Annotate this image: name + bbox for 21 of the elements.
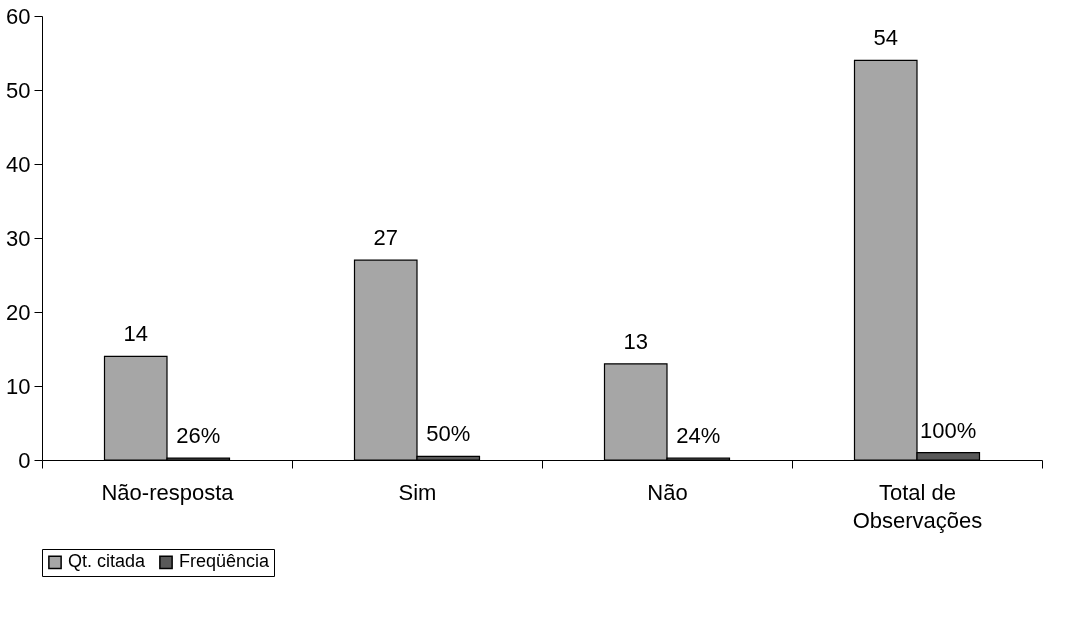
legend-label: Freqüência xyxy=(179,551,271,572)
data-label: 14 xyxy=(123,321,148,347)
data-label: 27 xyxy=(373,225,398,251)
x-tick-label: Não-resposta xyxy=(101,479,235,505)
y-tick-label: 40 xyxy=(6,151,31,177)
y-tick-label: 60 xyxy=(6,3,31,29)
y-tick-label: 50 xyxy=(6,77,31,103)
data-label: 100% xyxy=(920,417,977,443)
x-tick-label: Não xyxy=(647,479,688,505)
x-tick-label: Sim xyxy=(398,479,437,505)
data-label: 26% xyxy=(176,423,221,449)
x-tick-label: Total de Observações xyxy=(852,479,983,533)
data-label: 50% xyxy=(426,421,471,447)
y-tick-label: 20 xyxy=(6,299,31,325)
legend-label: Qt. citada xyxy=(68,551,147,572)
y-tick-label: 10 xyxy=(6,373,31,399)
data-label: 13 xyxy=(623,328,648,354)
data-label: 24% xyxy=(676,423,721,449)
data-label: 54 xyxy=(873,25,898,51)
y-tick-label: 30 xyxy=(6,225,31,251)
y-tick-label: 0 xyxy=(18,447,31,473)
